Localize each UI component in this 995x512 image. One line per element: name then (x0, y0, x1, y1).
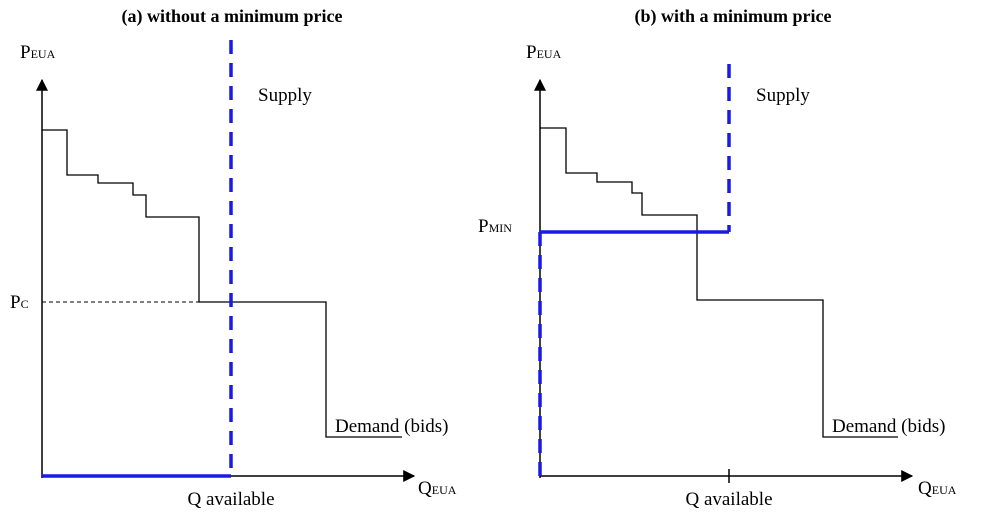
label-part: MIN (489, 221, 513, 235)
y-axis-label: PEUA (20, 42, 56, 63)
supply-label: Supply (756, 85, 810, 106)
panel-a: (a) without a minimum price PEUA QEUA PC… (10, 6, 457, 510)
demand-label: Demand (bids) (832, 416, 945, 437)
label-part: P (526, 42, 537, 63)
label-part: C (21, 297, 29, 311)
panel-title: (a) without a minimum price (122, 6, 343, 27)
y-axis-label: PEUA (526, 42, 562, 63)
label-part: EUA (537, 47, 562, 61)
label-part: EUA (432, 483, 457, 497)
quantity-label: Q available (685, 489, 772, 510)
price-label: PMIN (478, 216, 512, 237)
supply-label: Supply (258, 85, 312, 106)
label-part: Q (918, 478, 932, 499)
panel-b: (b) with a minimum price PEUA QEUA PMIN … (478, 6, 957, 510)
price-label: PC (10, 292, 29, 313)
label-part: EUA (31, 47, 56, 61)
label-part: P (10, 292, 21, 313)
demand-curve (42, 129, 402, 438)
demand-label: Demand (bids) (335, 416, 448, 437)
demand-curve (540, 127, 898, 438)
label-part: P (20, 42, 31, 63)
x-axis-label: QEUA (918, 478, 957, 499)
x-axis-label: QEUA (418, 478, 457, 499)
label-part: EUA (932, 483, 957, 497)
label-part: P (478, 216, 489, 237)
label-part: Q (418, 478, 432, 499)
quantity-label: Q available (187, 489, 274, 510)
panel-title: (b) with a minimum price (635, 6, 832, 27)
